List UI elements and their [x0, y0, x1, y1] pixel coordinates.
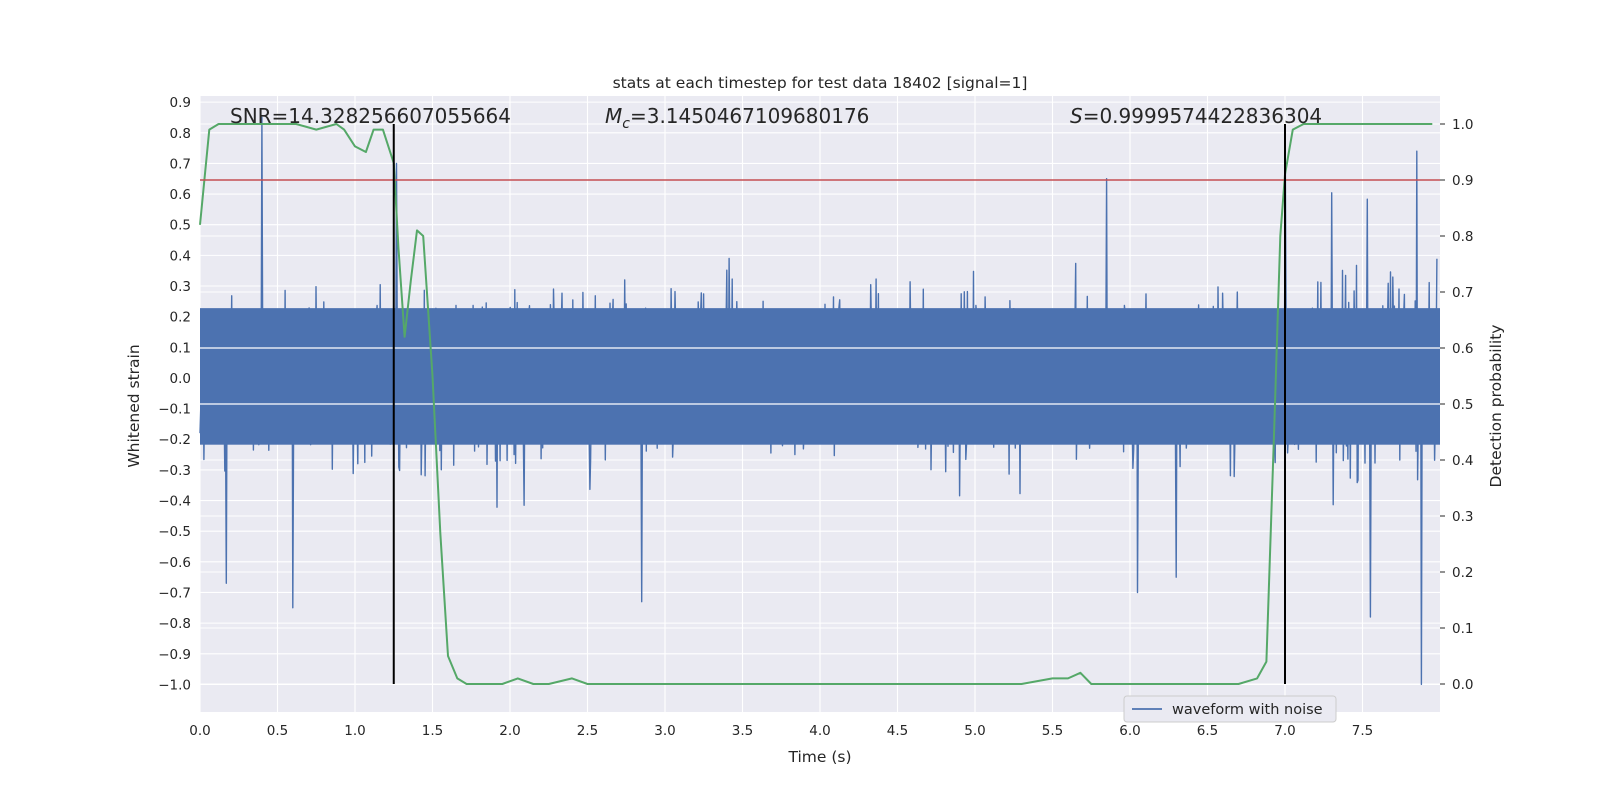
y-tick-label: −1.0 — [158, 677, 191, 693]
y-tick-label-right: 0.1 — [1452, 621, 1473, 637]
x-tick-label: 3.5 — [732, 723, 753, 739]
legend-label-waveform: waveform with noise — [1172, 702, 1323, 718]
y-tick-label-right: 0.5 — [1452, 397, 1473, 413]
y-tick-label-right: 0.4 — [1452, 453, 1473, 469]
y-tick-label: −0.8 — [158, 616, 191, 632]
y-tick-label: 0.7 — [170, 156, 191, 172]
y-tick-label-right: 0.2 — [1452, 565, 1473, 581]
s-symbol: S — [1070, 104, 1083, 128]
y-tick-label: 0.8 — [170, 126, 191, 142]
y-axis-label-right: Detection probability — [1487, 325, 1505, 488]
y-tick-label: −0.9 — [158, 647, 191, 663]
x-tick-label: 7.0 — [1274, 723, 1295, 739]
x-tick-label: 5.0 — [964, 723, 985, 739]
y-tick-label: 0.9 — [170, 95, 191, 111]
mc-value: =3.1450467109680176 — [630, 104, 869, 128]
x-tick-label: 2.5 — [577, 723, 598, 739]
chart-title: stats at each timestep for test data 184… — [613, 74, 1028, 92]
tick-labels: 0.0 0.5 1.0 1.5 2.0 2.5 3.0 3.5 4.0 4.5 5.0 5.5 6.0 6… — [158, 95, 1473, 739]
x-axis-label: Time (s) — [787, 748, 851, 766]
probability-series — [199, 123, 1433, 685]
x-tick-label: 1.0 — [344, 723, 365, 739]
x-tick-label: 6.0 — [1119, 723, 1140, 739]
y-tick-label: 0.5 — [170, 218, 191, 234]
y-tick-label: −0.3 — [158, 463, 191, 479]
y-tick-label-right: 0.3 — [1452, 509, 1473, 525]
y-tick-label: 0.3 — [170, 279, 191, 295]
mc-annotation: Mc=3.1450467109680176 — [605, 104, 869, 132]
y-tick-label: 0.2 — [170, 310, 191, 326]
x-tick-label: 6.5 — [1197, 723, 1218, 739]
probability-line — [199, 123, 1433, 685]
y-tick-label: −0.4 — [158, 494, 191, 510]
mc-subscript: c — [622, 116, 630, 132]
s-annotation: S=0.9999574422836304 — [1070, 104, 1322, 128]
y-tick-label-right: 1.0 — [1452, 117, 1473, 133]
x-tick-label: 4.0 — [809, 723, 830, 739]
y-tick-label: 0.6 — [170, 187, 191, 203]
x-tick-label: 4.5 — [887, 723, 908, 739]
mc-symbol: M — [605, 104, 622, 128]
y-tick-label: −0.1 — [158, 402, 191, 418]
snr-annotation: SNR=14.328256607055664 — [230, 104, 511, 128]
x-tick-label: 2.0 — [499, 723, 520, 739]
x-tick-label: 0.0 — [189, 723, 210, 739]
x-tick-label: 1.5 — [422, 723, 443, 739]
y-tick-label-right: 0.9 — [1452, 173, 1473, 189]
y-tick-label-right: 0.6 — [1452, 341, 1473, 357]
overlay-lines — [200, 124, 1440, 684]
y-tick-label: 0.1 — [170, 340, 191, 356]
legend-box — [1123, 695, 1337, 723]
y-tick-label: 0.0 — [170, 371, 191, 387]
y-tick-label: −0.7 — [158, 585, 191, 601]
y-tick-label-right: 0.7 — [1452, 285, 1473, 301]
s-value: =0.9999574422836304 — [1083, 104, 1322, 128]
y-tick-label: 0.4 — [170, 248, 191, 264]
y-tick-label: −0.5 — [158, 524, 191, 540]
y-tick-label: −0.6 — [158, 555, 191, 571]
y-tick-label-right: 0.8 — [1452, 229, 1473, 245]
x-tick-label: 5.5 — [1042, 723, 1063, 739]
y-axis-label: Whitened strain — [125, 344, 143, 467]
x-tick-label: 0.5 — [267, 723, 288, 739]
y-tick-label-right: 0.0 — [1452, 677, 1473, 693]
x-tick-label: 3.0 — [654, 723, 675, 739]
legend: waveform with noise — [1123, 695, 1337, 723]
y-tick-label: −0.2 — [158, 432, 191, 448]
waveform-dense-band — [200, 308, 1440, 445]
x-tick-label: 7.5 — [1352, 723, 1373, 739]
waveform-series — [199, 116, 1440, 686]
